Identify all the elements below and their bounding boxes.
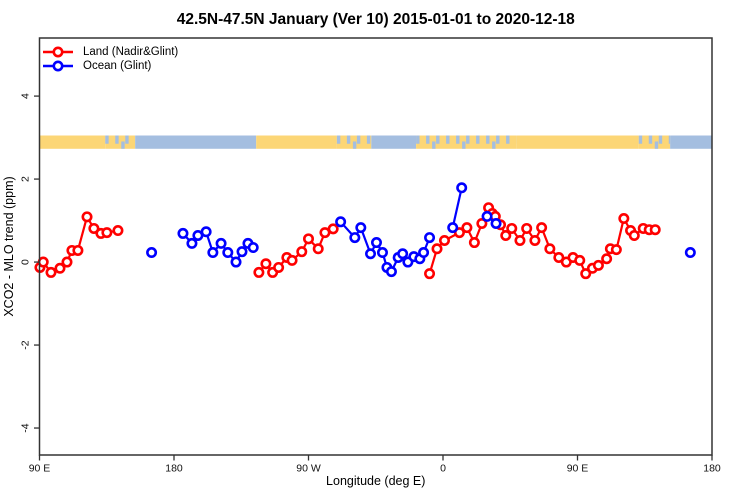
ocean-series-marker-icon <box>43 60 73 72</box>
legend: Land (Nadir&Glint) Ocean (Glint) <box>42 45 178 73</box>
legend-item-land: Land (Nadir&Glint) <box>42 45 178 59</box>
legend-item-ocean: Ocean (Glint) <box>42 59 178 73</box>
legend-label-ocean: Ocean (Glint) <box>83 60 152 72</box>
svg-text:2: 2 <box>20 176 32 182</box>
land-series-marker-icon <box>43 46 73 58</box>
svg-text:180: 180 <box>703 463 721 475</box>
svg-text:90 E: 90 E <box>29 463 51 475</box>
svg-text:0: 0 <box>20 259 32 265</box>
legend-label-land: Land (Nadir&Glint) <box>83 46 179 58</box>
svg-text:90 W: 90 W <box>296 463 321 475</box>
svg-text:180: 180 <box>165 463 183 475</box>
chart-title: 42.5N-47.5N January (Ver 10) 2015-01-01 … <box>177 11 575 28</box>
x-axis-label: Longitude (deg E) <box>326 474 425 488</box>
svg-text:-2: -2 <box>20 340 32 349</box>
svg-text:-4: -4 <box>20 423 32 432</box>
svg-text:90 E: 90 E <box>567 463 589 475</box>
y-axis-label: XCO2 - MLO trend (ppm) <box>2 176 16 316</box>
svg-text:4: 4 <box>20 93 32 99</box>
svg-text:0: 0 <box>440 463 446 475</box>
